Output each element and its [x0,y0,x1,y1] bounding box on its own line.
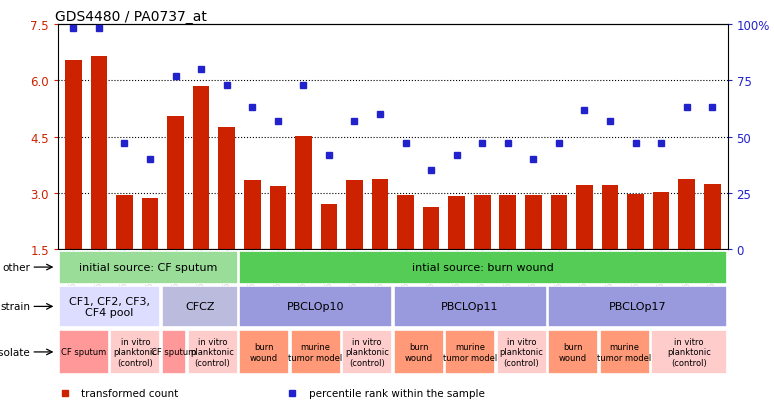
Bar [600,330,649,375]
Bar [678,179,695,250]
Text: burn
wound: burn wound [559,342,587,362]
Bar [651,330,727,375]
Bar [244,180,261,250]
Bar [320,204,337,250]
Text: other: other [2,262,30,273]
Bar [627,195,644,250]
Bar [59,286,160,327]
Bar [116,195,133,250]
Text: percentile rank within the sample: percentile rank within the sample [309,387,485,398]
Bar [218,128,235,250]
Bar [239,251,727,284]
Bar [59,251,238,284]
Bar [474,195,491,250]
Text: CFCZ: CFCZ [185,301,214,312]
Text: in vitro
planktonic
(control): in vitro planktonic (control) [113,337,157,367]
Text: in vitro
planktonic
(control): in vitro planktonic (control) [667,337,711,367]
Bar [162,330,186,375]
Text: transformed count: transformed count [81,387,179,398]
Bar [91,57,108,250]
Bar [111,330,160,375]
Text: murine
tumor model: murine tumor model [289,342,343,362]
Text: PBCLOp11: PBCLOp11 [441,301,498,312]
Bar [548,330,598,375]
Text: CF sputum: CF sputum [61,348,107,356]
Bar [187,330,238,375]
Bar [162,286,238,327]
Text: in vitro
planktonic
(control): in vitro planktonic (control) [500,337,543,367]
Text: murine
tumor model: murine tumor model [443,342,497,362]
Text: CF sputum: CF sputum [151,348,197,356]
Bar [239,286,392,327]
Bar [239,330,289,375]
Text: intial source: burn wound: intial source: burn wound [412,262,554,273]
Bar [295,137,312,250]
Text: isolate: isolate [0,347,30,357]
Bar [342,330,392,375]
Bar [167,117,184,250]
Bar [497,330,546,375]
Text: PBCLOp10: PBCLOp10 [287,301,344,312]
Text: murine
tumor model: murine tumor model [598,342,652,362]
Text: burn
wound: burn wound [250,342,278,362]
Bar [601,185,618,250]
Bar [372,179,389,250]
Bar [499,195,516,250]
Bar [576,185,593,250]
Bar [397,195,414,250]
Bar [550,195,567,250]
Bar [142,198,159,250]
Bar [290,330,341,375]
Bar [59,330,109,375]
Bar [445,330,495,375]
Bar [525,195,542,250]
Bar [393,286,546,327]
Text: GDS4480 / PA0737_at: GDS4480 / PA0737_at [55,10,207,24]
Text: burn
wound: burn wound [405,342,433,362]
Text: PBCLOp17: PBCLOp17 [608,301,666,312]
Bar [346,180,363,250]
Bar [65,60,82,250]
Bar [704,184,721,250]
Text: in vitro
planktonic
(control): in vitro planktonic (control) [190,337,235,367]
Bar [423,208,440,250]
Bar [269,187,286,250]
Bar [652,192,670,250]
Bar [548,286,727,327]
Bar [393,330,444,375]
Text: strain: strain [0,301,30,312]
Text: initial source: CF sputum: initial source: CF sputum [79,262,217,273]
Bar [193,87,210,250]
Text: in vitro
planktonic
(control): in vitro planktonic (control) [345,337,389,367]
Text: CF1, CF2, CF3,
CF4 pool: CF1, CF2, CF3, CF4 pool [69,296,150,318]
Bar [448,197,465,250]
